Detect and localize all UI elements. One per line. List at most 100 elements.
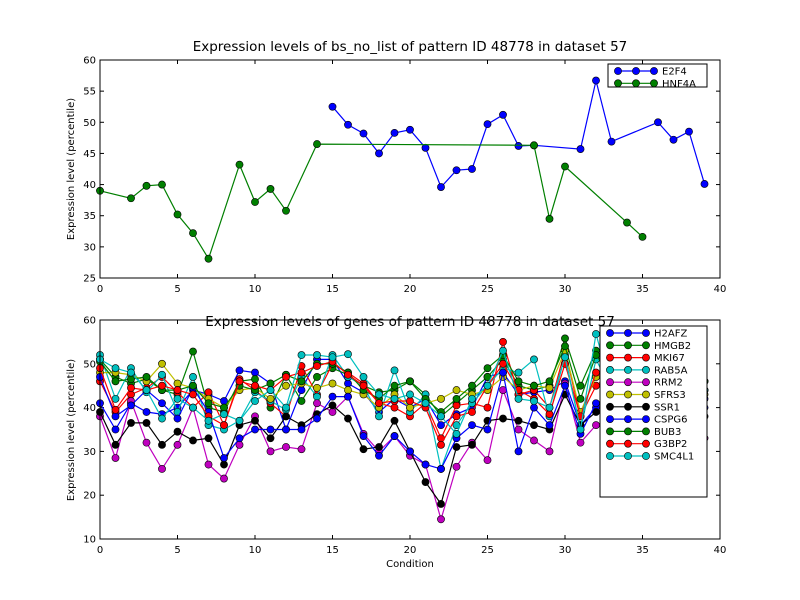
data-point: [623, 218, 631, 227]
data-point: [282, 373, 290, 381]
data-point: [235, 416, 244, 425]
data-point: [545, 410, 554, 419]
data-point: [173, 386, 182, 394]
y-tick-label: 60: [83, 316, 96, 327]
data-point: [344, 392, 352, 401]
data-point: [251, 198, 259, 206]
data-point: [530, 381, 538, 390]
y-tick-label: 60: [83, 56, 96, 67]
legend-marker: [624, 341, 632, 350]
data-point: [545, 383, 554, 392]
data-point: [313, 140, 321, 148]
legend-marker: [642, 402, 650, 411]
data-point: [204, 434, 213, 443]
data-point: [607, 137, 616, 146]
legend-item: H2AFZ: [606, 329, 687, 340]
data-point: [483, 403, 492, 412]
legend-item: E2F4: [614, 67, 687, 78]
data-point: [328, 353, 337, 362]
data-point: [313, 399, 321, 408]
data-point: [313, 392, 321, 401]
data-point: [313, 362, 321, 370]
data-point: [452, 443, 461, 451]
data-point: [282, 425, 290, 434]
data-point: [514, 416, 523, 425]
data-point: [499, 368, 507, 377]
data-point: [530, 421, 538, 430]
x-tick-label: 30: [559, 284, 572, 295]
data-point: [344, 120, 352, 129]
top-chart-ylabel: Expression level (percentile): [66, 98, 77, 240]
data-point: [189, 436, 197, 445]
data-point: [390, 394, 399, 403]
y-tick-label: 35: [83, 211, 96, 222]
data-point: [499, 346, 507, 355]
data-point: [344, 370, 352, 379]
data-point: [483, 364, 492, 373]
legend-marker: [642, 365, 650, 374]
data-point: [204, 460, 213, 469]
data-point: [359, 445, 368, 454]
data-point: [390, 403, 399, 412]
legend-box: [599, 325, 708, 498]
legend-item: HNF4A: [614, 79, 696, 90]
legend-marker: [624, 378, 632, 387]
data-point: [127, 419, 135, 427]
data-point: [685, 127, 693, 136]
y-tick-label: 50: [83, 118, 96, 129]
legend-marker: [614, 67, 622, 75]
data-point: [173, 394, 182, 403]
data-point: [111, 405, 120, 414]
legend-label: SSR1: [654, 402, 680, 413]
data-point: [561, 162, 569, 171]
y-tick-label: 30: [83, 242, 96, 253]
data-point: [282, 206, 290, 215]
legend-marker: [642, 427, 650, 436]
data-point: [266, 425, 275, 434]
data-point: [359, 432, 368, 440]
data-point: [390, 381, 399, 390]
data-point: [127, 375, 135, 384]
data-point: [173, 379, 182, 388]
data-point: [437, 465, 445, 473]
data-point: [468, 165, 476, 173]
legend-marker: [642, 378, 650, 387]
legend-marker: [624, 439, 632, 448]
data-point: [421, 478, 430, 486]
legend-item: HMGB2: [606, 341, 691, 352]
data-point: [204, 388, 213, 397]
data-point: [142, 181, 151, 190]
data-point: [297, 368, 306, 377]
data-point: [545, 421, 554, 430]
legend-item: RRM2: [606, 378, 683, 389]
data-point: [344, 350, 352, 359]
data-point: [483, 120, 492, 129]
data-point: [251, 375, 259, 384]
data-point: [514, 377, 523, 386]
data-point: [158, 180, 166, 189]
data-point: [313, 373, 321, 381]
legend-marker: [642, 341, 650, 350]
data-point: [530, 141, 538, 150]
data-point: [142, 438, 151, 447]
data-point: [220, 460, 228, 469]
data-point: [483, 456, 492, 465]
legend-marker: [606, 329, 614, 337]
data-point: [437, 515, 445, 524]
data-point: [545, 214, 554, 223]
data-point: [530, 397, 538, 405]
data-point: [437, 440, 445, 449]
bottom-chart: Expression levels of genes of pattern ID…: [66, 314, 726, 570]
data-point: [406, 447, 414, 456]
legend-label: RRM2: [654, 378, 683, 389]
data-point: [235, 434, 244, 443]
data-point: [282, 443, 290, 451]
plot-frame: [99, 59, 721, 279]
data-point: [313, 414, 321, 423]
data-point: [359, 129, 368, 138]
data-point: [111, 412, 120, 421]
data-point: [189, 381, 197, 390]
x-tick-label: 35: [636, 545, 649, 556]
data-point: [592, 368, 600, 377]
data-point: [390, 128, 399, 137]
